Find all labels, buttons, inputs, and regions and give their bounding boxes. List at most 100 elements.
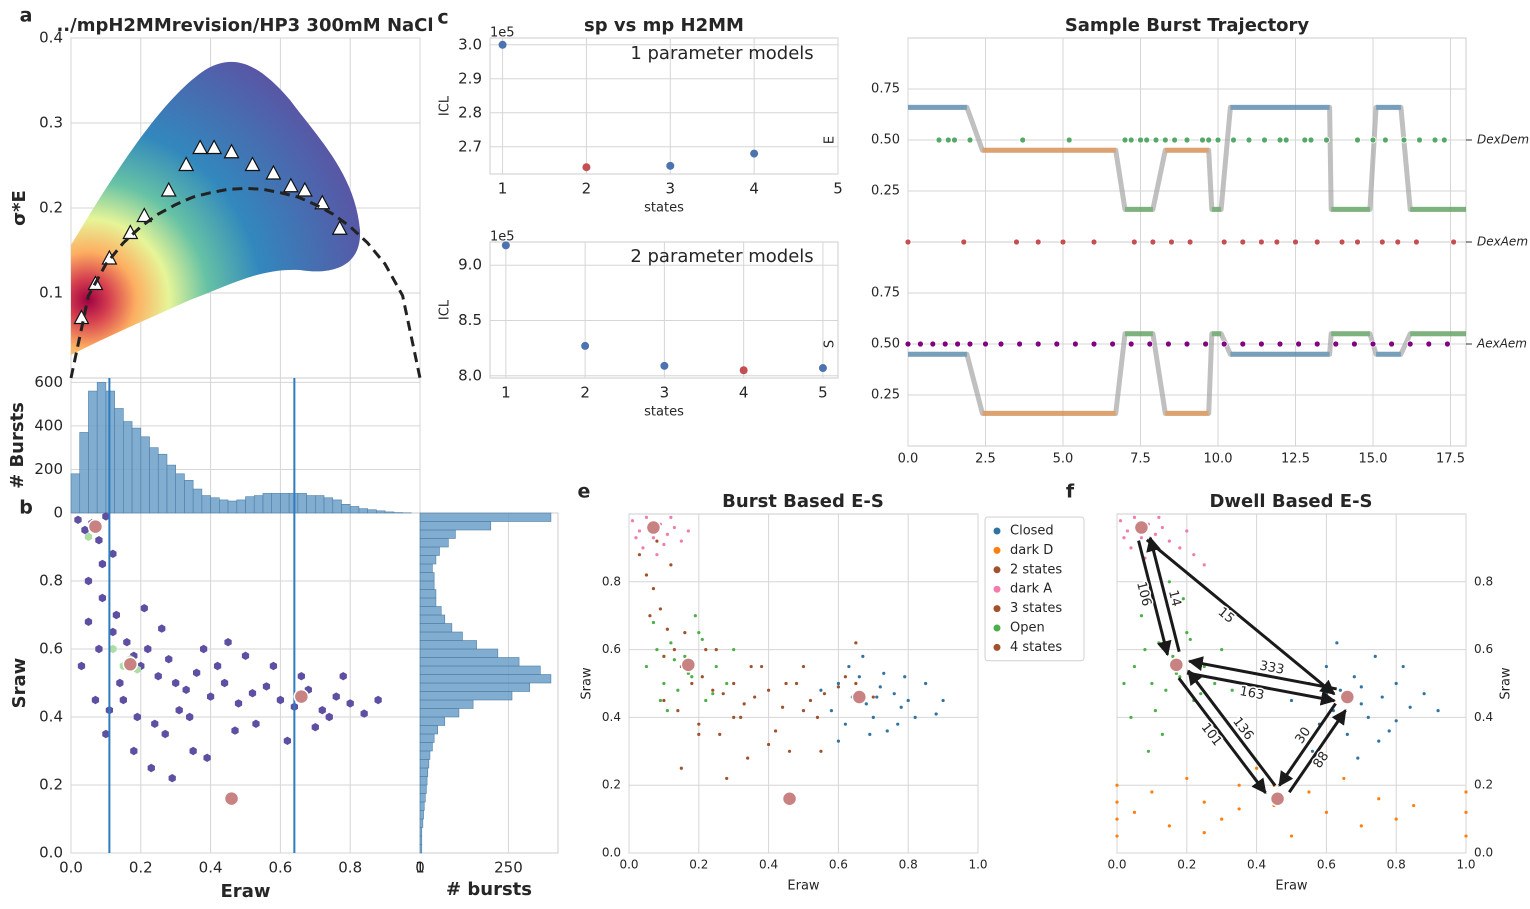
photon-marker: [951, 136, 958, 144]
point: [836, 685, 841, 689]
hist-bar: [419, 810, 424, 820]
point: [739, 366, 748, 375]
point: [655, 553, 659, 557]
hexbin-cell: [151, 719, 159, 728]
hist-bar: [149, 447, 159, 514]
hexbin-cell: [339, 672, 347, 681]
point: [864, 702, 868, 706]
point: [1157, 515, 1161, 519]
hist-bar: [192, 488, 203, 514]
transition-arrow: [1145, 538, 1336, 696]
point: [1150, 790, 1154, 794]
y-tick-label: 200: [34, 460, 63, 478]
legend-marker: [993, 624, 1001, 632]
triangle-marker: [265, 164, 282, 180]
photon-marker: [1016, 340, 1023, 348]
triangle-marker: [282, 177, 299, 193]
point: [801, 709, 806, 713]
photon-marker: [1369, 340, 1377, 348]
hist-bar: [419, 742, 433, 752]
hist-bar: [349, 506, 360, 514]
photon-marker: [1382, 136, 1389, 144]
x-tick-label: 3: [666, 180, 676, 198]
hexbin-cell: [109, 549, 117, 558]
hexbin-cell: [172, 678, 180, 688]
x-tick-label: 7.5: [1130, 452, 1151, 467]
transition-label: 333: [1258, 659, 1285, 678]
hist-bar: [384, 511, 395, 514]
point: [1153, 709, 1157, 713]
hexbin-cell: [248, 689, 257, 698]
y-tick-label: 0.8: [39, 572, 63, 590]
hist-bar: [419, 776, 428, 786]
hexbin-cell: [84, 617, 93, 626]
hexbin-cell: [154, 672, 162, 681]
point: [1178, 675, 1182, 679]
point: [843, 675, 847, 679]
hist-bar: [131, 427, 142, 514]
photon-marker: [1214, 136, 1222, 144]
panel-label: e: [578, 481, 591, 503]
y-tick-label: 9.0: [458, 256, 482, 274]
point: [1199, 692, 1203, 696]
point: [1129, 715, 1133, 720]
x-tick-label: 0: [415, 859, 425, 877]
state-center: [781, 791, 798, 807]
point: [822, 692, 827, 696]
legend-box: [984, 516, 1085, 662]
state-center: [223, 790, 240, 807]
hexbin-cell: [98, 559, 107, 569]
photon-marker: [1276, 136, 1284, 144]
y-tick-label: 0.0: [602, 846, 621, 860]
hist-bar: [419, 759, 430, 769]
point: [637, 553, 642, 557]
point: [665, 532, 669, 536]
hexbin-cell: [213, 661, 222, 671]
axis-scale-label: 1e5: [490, 26, 515, 41]
y-tick-label: 0.2: [39, 776, 63, 794]
photon-marker: [1276, 340, 1284, 348]
point: [700, 637, 704, 642]
plot-area: [1116, 513, 1467, 854]
photon-marker: [1053, 340, 1061, 348]
point: [648, 614, 652, 618]
hist-bar: [367, 509, 377, 514]
point: [658, 698, 663, 703]
photon-marker: [1282, 136, 1290, 144]
y-axis-label: E: [823, 136, 838, 144]
stream-label: DexAem: [1477, 235, 1528, 249]
y-tick-label: 0.2: [602, 778, 621, 792]
x-tick-label: 2: [580, 384, 590, 402]
state-center: [645, 519, 662, 536]
point: [662, 542, 666, 547]
hist-bar: [419, 555, 437, 565]
hexbin-cell: [203, 753, 211, 762]
point: [1122, 536, 1126, 540]
point: [683, 631, 687, 635]
hexbin-cell: [231, 726, 239, 735]
photon-marker: [1034, 238, 1042, 246]
hist-bar: [253, 495, 264, 514]
photon-marker: [1388, 340, 1395, 348]
point: [669, 515, 673, 519]
hexbin-cell: [133, 712, 141, 722]
point: [819, 749, 823, 753]
point: [665, 709, 669, 713]
hist-bar: [419, 844, 423, 854]
hexbin-cell: [325, 712, 333, 722]
y-tick-label: 0.2: [1474, 778, 1493, 792]
point: [1255, 766, 1259, 770]
hist-bar: [184, 480, 194, 514]
point: [1167, 539, 1171, 543]
hexbin-cell: [175, 706, 183, 715]
x-axis-label: Eraw: [1275, 879, 1308, 894]
point: [679, 766, 683, 770]
hist-bar: [280, 493, 290, 514]
point: [1202, 831, 1206, 835]
y-axis-label: ICL: [438, 299, 453, 320]
hist-bar: [419, 648, 499, 658]
y-tick-label: 0.0: [39, 844, 63, 862]
point: [1192, 553, 1196, 557]
hist-bar: [219, 499, 229, 514]
photon-marker: [1034, 340, 1042, 348]
